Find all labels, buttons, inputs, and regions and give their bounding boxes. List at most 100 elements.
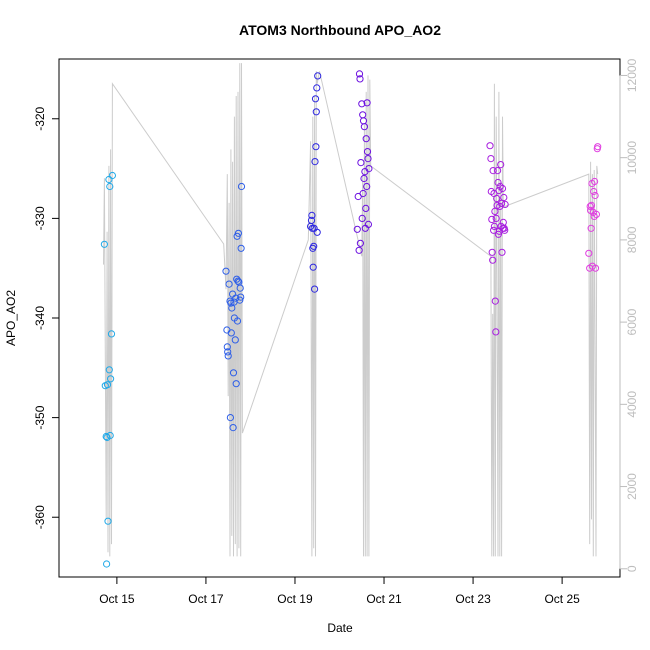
secondary-line-path [103, 63, 599, 557]
data-point-5-14 [592, 210, 601, 218]
data-point-4-17 [494, 178, 502, 187]
plot-frame [58, 58, 621, 578]
data-point-1-21 [233, 317, 242, 325]
data-point-5-9 [590, 187, 598, 196]
data-point-0-5 [103, 381, 112, 389]
data-point-4-32 [501, 226, 509, 234]
x-tick-label-0: Oct 15 [99, 592, 135, 606]
y-axis-label: APO_AO2 [4, 290, 18, 346]
data-point-4-0 [486, 142, 494, 150]
data-point-5-0 [585, 249, 593, 257]
data-point-3-19 [363, 99, 371, 107]
data-point-2-2 [308, 211, 316, 219]
data-point-3-16 [362, 204, 370, 212]
data-point-3-22 [364, 220, 372, 228]
data-point-4-6 [489, 167, 497, 175]
y-tick-label-3: -330 [33, 206, 47, 230]
data-point-1-18 [232, 380, 240, 388]
data-point-4-4 [488, 248, 496, 256]
data-point-1-8 [227, 299, 235, 307]
data-point-5-10 [590, 212, 598, 220]
data-point-0-2 [102, 432, 110, 441]
data-point-0-0 [100, 240, 109, 248]
data-point-1-3 [224, 348, 232, 356]
data-point-2-10 [311, 95, 320, 103]
data-point-5-4 [587, 224, 595, 232]
data-points [100, 70, 602, 568]
data-point-4-9 [490, 222, 498, 230]
data-point-1-5 [225, 280, 233, 288]
y-axis-left: -360 -350 -340 -330 -320 [33, 106, 60, 529]
data-point-3-7 [358, 100, 366, 108]
data-point-1-26 [236, 284, 244, 292]
data-point-5-16 [594, 143, 602, 151]
data-point-4-23 [497, 161, 505, 169]
data-point-3-8 [358, 214, 366, 222]
data-point-1-25 [236, 296, 244, 304]
y2-tick-label-3: 6000 [625, 308, 639, 335]
data-point-5-2 [586, 202, 594, 210]
data-point-3-6 [357, 159, 365, 167]
data-point-3-0 [353, 225, 361, 233]
data-point-5-12 [591, 191, 599, 200]
data-point-4-33 [501, 200, 509, 208]
y2-tick-label-6: 12000 [625, 58, 639, 92]
chart-title: ATOM3 Northbound APO_AO2 [239, 22, 441, 38]
data-point-1-29 [237, 182, 246, 191]
data-point-2-11 [312, 143, 320, 151]
data-point-2-12 [312, 108, 320, 116]
data-point-4-26 [498, 248, 506, 256]
y-axis-right: 0 2000 4000 6000 8000 10000 12000 [619, 58, 639, 572]
data-point-4-18 [494, 230, 502, 238]
data-point-1-9 [227, 329, 235, 337]
y-tick-label-4: -320 [33, 106, 47, 130]
data-point-3-17 [362, 135, 370, 143]
data-point-2-9 [311, 158, 319, 166]
data-point-2-13 [313, 84, 321, 92]
data-point-3-13 [360, 123, 368, 131]
data-point-4-1 [487, 155, 495, 163]
data-point-3-4 [356, 75, 364, 83]
data-point-1-16 [231, 336, 239, 344]
data-point-3-5 [356, 239, 364, 247]
data-point-0-7 [105, 175, 113, 184]
data-point-2-8 [311, 285, 319, 293]
data-point-1-28 [237, 244, 245, 252]
data-point-3-21 [364, 155, 372, 163]
data-point-5-11 [591, 177, 599, 186]
data-point-3-20 [363, 148, 372, 156]
data-point-4-5 [489, 256, 497, 264]
data-point-2-1 [307, 216, 316, 224]
data-point-1-2 [223, 343, 231, 351]
secondary-series-line [103, 63, 599, 557]
data-point-1-22 [234, 277, 242, 285]
data-point-0-13 [108, 171, 117, 180]
data-point-1-4 [224, 352, 232, 360]
data-point-0-10 [106, 431, 114, 440]
x-tick-label-2: Oct 19 [277, 592, 313, 606]
data-point-3-12 [360, 174, 368, 183]
data-point-4-30 [500, 193, 508, 202]
data-point-2-15 [314, 72, 322, 80]
y2-tick-label-2: 4000 [625, 391, 639, 418]
x-tick-label-3: Oct 21 [366, 592, 402, 606]
data-point-1-12 [229, 424, 237, 432]
data-point-3-23 [365, 165, 373, 173]
data-point-4-22 [496, 182, 504, 191]
data-point-0-3 [103, 560, 111, 568]
data-point-2-5 [309, 263, 317, 271]
data-point-4-13 [492, 214, 500, 222]
data-point-5-13 [591, 264, 600, 272]
data-point-2-14 [313, 228, 321, 236]
data-point-4-3 [488, 215, 496, 223]
y2-tick-label-4: 8000 [625, 226, 639, 253]
data-point-4-12 [492, 328, 500, 336]
data-point-0-8 [105, 366, 113, 374]
data-point-4-19 [495, 186, 503, 195]
data-point-4-11 [491, 297, 499, 305]
data-point-0-12 [107, 330, 116, 338]
y2-tick-label-5: 10000 [625, 141, 639, 175]
data-point-2-6 [310, 242, 318, 250]
data-point-1-0 [222, 267, 230, 275]
